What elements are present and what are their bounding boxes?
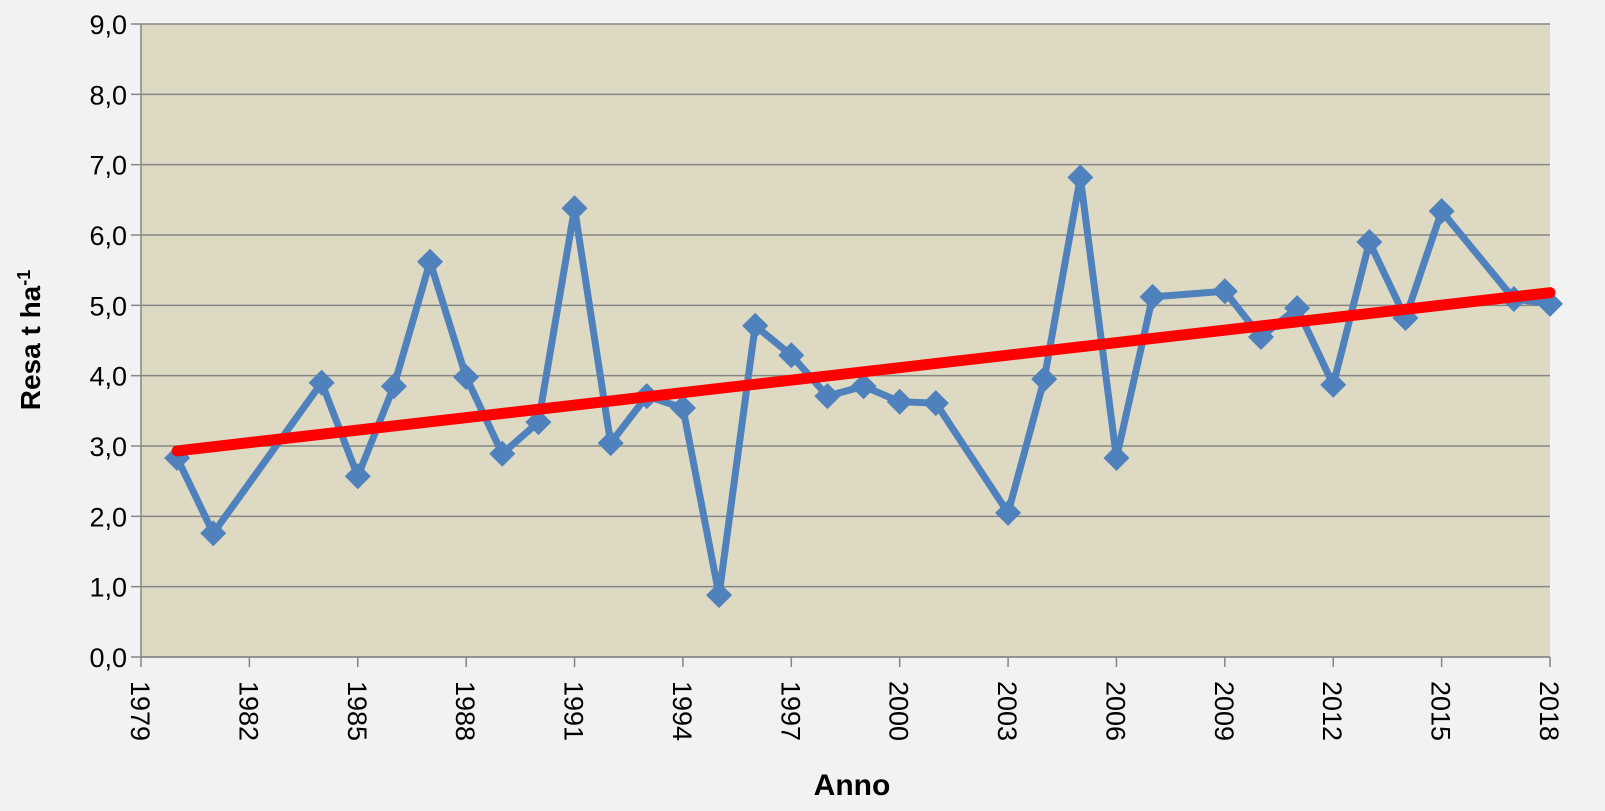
y-tick-label: 1,0	[89, 573, 127, 603]
point-marker	[308, 369, 335, 396]
point-marker	[1320, 371, 1347, 398]
y-tick-label: 2,0	[89, 502, 127, 532]
point-marker	[1067, 164, 1094, 191]
y-tick-label: 9,0	[89, 10, 127, 40]
point-marker	[922, 390, 949, 417]
x-tick-label: 1988	[450, 681, 480, 741]
series-line	[173, 173, 1554, 599]
y-tick-label: 6,0	[89, 221, 127, 251]
x-tick-label: 2015	[1426, 681, 1456, 741]
point-marker	[995, 499, 1022, 526]
y-tick-label: 5,0	[89, 291, 127, 321]
x-tick-label: 2006	[1100, 681, 1130, 741]
y-tick-label: 7,0	[89, 151, 127, 181]
x-tick-label: 2012	[1317, 681, 1347, 741]
point-marker	[597, 430, 624, 457]
point-marker	[1284, 295, 1311, 322]
plot-area	[141, 24, 1550, 657]
trend-line	[171, 287, 1556, 457]
y-tick-label: 8,0	[89, 80, 127, 110]
point-marker	[1428, 198, 1455, 225]
y-tick-label: 3,0	[89, 432, 127, 462]
x-tick-label: 2000	[884, 681, 914, 741]
point-marker	[525, 409, 552, 436]
point-marker	[814, 383, 841, 410]
point-marker	[1031, 366, 1058, 393]
x-tick-label: 1997	[775, 681, 805, 741]
y-tick-label: 0,0	[89, 643, 127, 673]
x-tick-label: 1991	[559, 681, 589, 741]
y-axis-label-sup: -1	[14, 270, 34, 286]
point-marker	[1356, 229, 1383, 256]
x-tick-label: 1979	[125, 681, 155, 741]
point-marker	[886, 388, 913, 415]
point-marker	[706, 582, 733, 609]
point-marker	[1139, 283, 1166, 310]
y-axis-label: Resa t ha-1	[14, 270, 46, 411]
y-tick-label: 4,0	[89, 362, 127, 392]
point-marker	[778, 342, 805, 369]
x-tick-label: 1994	[667, 681, 697, 741]
point-marker	[489, 440, 516, 467]
y-axis-label-text: Resa t ha	[15, 285, 46, 410]
point-marker	[453, 364, 480, 391]
x-tick-label: 1982	[233, 681, 263, 741]
point-marker	[200, 520, 227, 547]
x-axis-label: Anno	[814, 769, 891, 802]
point-marker	[1211, 278, 1238, 305]
point-marker	[742, 312, 769, 339]
point-marker	[669, 395, 696, 422]
x-tick-label: 1985	[342, 681, 372, 741]
point-marker	[417, 248, 444, 275]
x-tick-label: 2003	[992, 681, 1022, 741]
x-tick-label: 2018	[1534, 681, 1564, 741]
point-marker	[561, 195, 588, 222]
point-marker	[380, 373, 407, 400]
x-tick-label: 2009	[1209, 681, 1239, 741]
point-marker	[344, 463, 371, 490]
point-marker	[850, 373, 877, 400]
point-marker	[1103, 444, 1130, 471]
